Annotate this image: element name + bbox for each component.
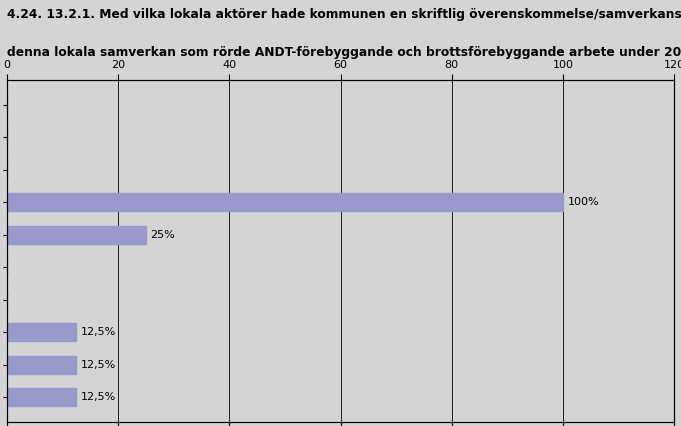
Text: 100%: 100%	[567, 197, 599, 207]
Text: 25%: 25%	[151, 230, 175, 240]
Bar	[7, 389, 76, 406]
Bar	[7, 193, 563, 211]
Text: 12,5%: 12,5%	[81, 360, 116, 370]
Text: 12,5%: 12,5%	[81, 392, 116, 402]
Text: denna lokala samverkan som rörde ANDT-förebyggande och brottsförebyggande arbete: denna lokala samverkan som rörde ANDT-fö…	[7, 46, 681, 59]
Bar	[7, 226, 146, 244]
Bar	[7, 356, 76, 374]
Text: 4.24. 13.2.1. Med vilka lokala aktörer hade kommunen en skriftlig överenskommels: 4.24. 13.2.1. Med vilka lokala aktörer h…	[7, 8, 681, 21]
Bar	[7, 323, 76, 341]
Text: 12,5%: 12,5%	[81, 327, 116, 337]
